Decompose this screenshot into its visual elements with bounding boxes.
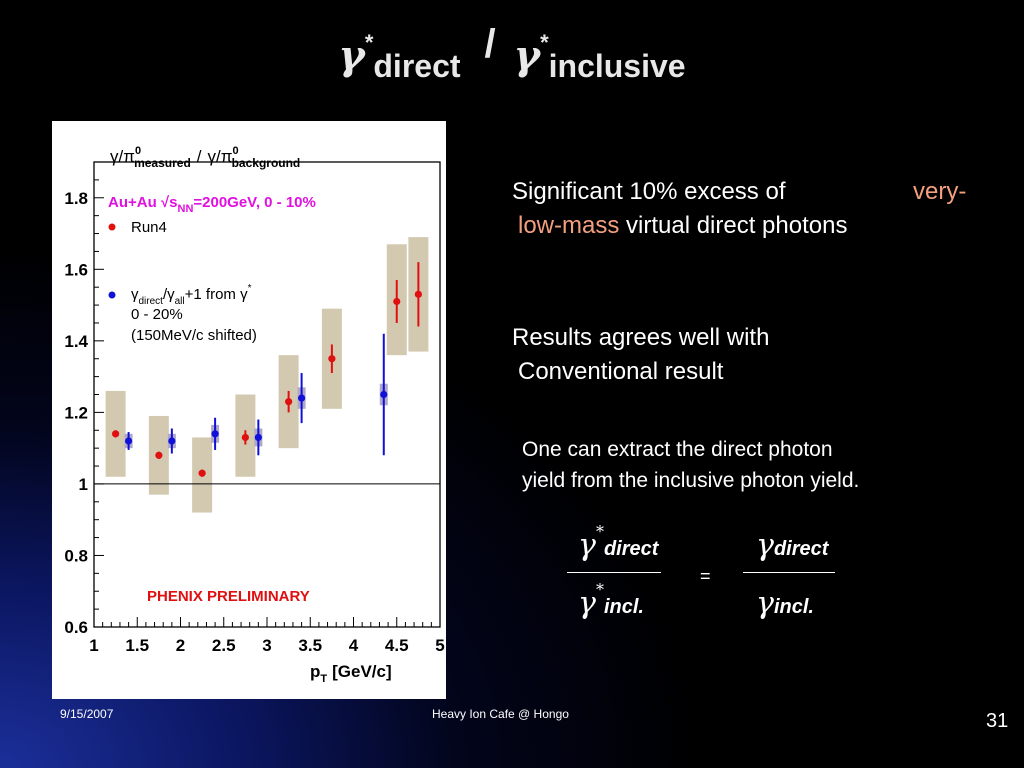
x-tick-label: 3 — [262, 636, 271, 655]
title-sub-inclusive: inclusive — [548, 48, 686, 84]
x-tick-label: 1.5 — [125, 636, 149, 655]
virtual-point — [211, 430, 219, 438]
title-star-2: * — [540, 30, 549, 55]
x-axis-label: pT [GeV/c] — [310, 662, 392, 685]
virtual-point — [254, 433, 262, 442]
x-tick-label: 4.5 — [385, 636, 409, 655]
slide-number: 31 — [986, 710, 1009, 732]
note-excess-text1: Significant 10% excess of — [512, 178, 786, 205]
virtual-point — [298, 394, 306, 402]
note-agreement-line1: Results agrees well with — [512, 324, 770, 351]
run4-point — [328, 355, 336, 363]
y-tick-label: 0.8 — [64, 546, 88, 565]
note-extract: One can extract the direct photon yield … — [522, 434, 982, 496]
note-excess-highlight1: very- — [913, 178, 967, 205]
run4-point — [285, 398, 293, 406]
legend-virtual-label: γdirect/γall+1 from γ* — [131, 283, 252, 307]
title-gamma-2: γ — [513, 32, 541, 79]
formula-fraction-line-left — [567, 572, 661, 573]
y-tick-label: 1.2 — [64, 403, 88, 422]
run4-point — [198, 469, 206, 477]
run4-point — [414, 290, 422, 298]
formula-real-numerator: γdirect — [756, 528, 829, 563]
x-tick-label: 2.5 — [212, 636, 236, 655]
legend-virtual-line2: 0 - 20% — [131, 306, 183, 323]
x-tick-label: 1 — [89, 636, 98, 655]
x-tick-label: 5 — [435, 636, 444, 655]
virtual-point — [125, 437, 133, 445]
formula-virtual-numerator: γ*direct — [578, 522, 659, 563]
ratio-plot: 0.6 0.8 1 1.2 1.4 1.6 1.8 1 1.5 2 2.5 3 3.5 4 4.5 5 γ/π… — [64, 145, 444, 685]
note-extract-line2: yield from the inclusive photon yield. — [522, 469, 860, 492]
legend-virtual-marker — [108, 291, 116, 299]
note-excess-text2: virtual direct photons — [626, 212, 848, 239]
footer-center: Heavy Ion Cafe @ Hongo — [432, 707, 569, 721]
run4-point — [393, 297, 401, 306]
plot-title: γ/π0 measured / γ/π0 background — [110, 145, 300, 170]
y-tick-label: 0.6 — [64, 618, 88, 637]
virtual-point — [380, 390, 388, 399]
formula-virtual-denominator: γ*incl. — [578, 580, 644, 621]
note-excess: Significant 10% excess of very- low-mass… — [512, 175, 992, 243]
x-tick-label: 2 — [176, 636, 185, 655]
slide-title: γ*direct / γ*inclusive — [0, 22, 1024, 84]
y-tick-label: 1 — [79, 475, 88, 494]
legend-virtual-line3: (150MeV/c shifted) — [131, 327, 257, 344]
virtual-point — [168, 437, 176, 445]
run4-point — [241, 433, 249, 442]
y-tick-label: 1.4 — [64, 332, 88, 351]
note-excess-highlight2: low-mass — [518, 212, 620, 239]
note-extract-line1: One can extract the direct photon — [522, 438, 833, 461]
phenix-plot-panel: 0.6 0.8 1 1.2 1.4 1.6 1.8 1 1.5 2 2.5 3 3.5 4 4.5 5 γ/π… — [52, 121, 446, 699]
footer-date: 9/15/2007 — [60, 707, 114, 721]
legend-run4-label: Run4 — [131, 219, 167, 236]
y-tick-label: 1.8 — [64, 189, 88, 208]
title-slash: / — [484, 22, 496, 66]
y-tick-label: 1.6 — [64, 260, 88, 279]
x-tick-label: 3.5 — [298, 636, 322, 655]
note-agreement: Results agrees well with Conventional re… — [512, 321, 972, 389]
legend-header: Au+Au √sNN=200GeV, 0 - 10% — [108, 194, 316, 215]
formula-real-denominator: γincl. — [756, 586, 814, 621]
title-gamma-1: γ — [338, 32, 365, 79]
x-tick-label: 4 — [349, 636, 359, 655]
formula-equals: = — [700, 566, 711, 586]
run4-point — [155, 451, 163, 459]
note-agreement-line2: Conventional result — [518, 358, 724, 385]
title-sub-direct: direct — [373, 48, 461, 84]
title-star-1: * — [364, 30, 374, 55]
run4-point — [112, 430, 120, 438]
legend-run4-marker — [108, 223, 116, 231]
formula-fraction-line-right — [743, 572, 835, 573]
phenix-preliminary-label: PHENIX PRELIMINARY — [147, 588, 310, 605]
